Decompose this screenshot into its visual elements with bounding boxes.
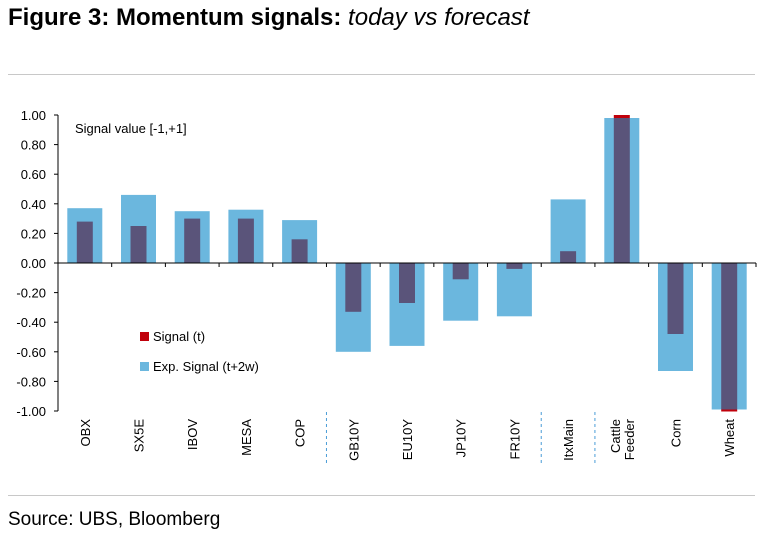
y-tick-label: 1.00 bbox=[21, 108, 46, 123]
figure-title-main: Figure 3: Momentum signals: bbox=[8, 4, 342, 31]
x-category-label: SX5E bbox=[132, 419, 147, 453]
y-tick-label: 0.60 bbox=[21, 167, 46, 182]
x-category-label: CattleFeeder bbox=[608, 418, 637, 460]
signal-bar bbox=[560, 251, 577, 263]
legend-label: Signal (t) bbox=[153, 329, 205, 344]
signal-bar bbox=[667, 263, 684, 334]
signal-bar bbox=[345, 263, 362, 312]
signal-bar bbox=[399, 263, 415, 303]
x-category-label: GB10Y bbox=[346, 419, 361, 461]
x-category-label: JP10Y bbox=[454, 419, 469, 458]
legend-swatch bbox=[140, 332, 149, 341]
expected-signal-bar bbox=[496, 263, 532, 317]
y-tick-label: -0.80 bbox=[16, 374, 46, 389]
figure-title-subtitle: today vs forecast bbox=[348, 4, 530, 31]
momentum-chart: 1.00 0.80 0.60 0.40 0.20 0.00 -0.20 -0.40 -0.60 -… bbox=[16, 108, 757, 464]
legend-swatch bbox=[140, 362, 149, 371]
x-category-label: FR10Y bbox=[507, 419, 522, 460]
x-category-label: Corn bbox=[669, 419, 684, 447]
y-axis-title: Signal value [-1,+1] bbox=[75, 121, 187, 136]
y-tick-label: -0.60 bbox=[16, 345, 46, 360]
figure-title: Figure 3: Momentum signals: today vs for… bbox=[8, 4, 529, 32]
signal-bar bbox=[237, 218, 254, 263]
top-rule bbox=[8, 74, 755, 75]
x-category-label: IBOV bbox=[185, 419, 200, 450]
x-category-label: ItxMain bbox=[561, 419, 576, 461]
signal-bar bbox=[184, 218, 201, 263]
signal-bar bbox=[291, 239, 308, 263]
y-tick-label: -1.00 bbox=[16, 404, 46, 419]
x-category-label: EU10Y bbox=[400, 419, 415, 461]
x-category-label: Wheat bbox=[722, 419, 737, 457]
y-tick-label: 0.80 bbox=[21, 138, 46, 153]
bottom-rule bbox=[8, 495, 755, 496]
legend-label: Exp. Signal (t+2w) bbox=[153, 359, 259, 374]
signal-bar-excess bbox=[721, 409, 738, 412]
source-note: Source: UBS, Bloomberg bbox=[8, 509, 221, 530]
x-category-label: COP bbox=[293, 419, 308, 447]
signal-bar bbox=[506, 263, 523, 269]
y-tick-label: 0.20 bbox=[21, 226, 46, 241]
signal-bar-excess bbox=[613, 115, 630, 118]
y-tick-label: 0.40 bbox=[21, 197, 46, 212]
signal-bar bbox=[130, 226, 147, 263]
signal-bar bbox=[76, 221, 93, 263]
y-tick-label: 0.00 bbox=[21, 256, 46, 271]
y-tick-label: -0.20 bbox=[16, 286, 46, 301]
x-category-label: OBX bbox=[78, 419, 93, 447]
signal-bar bbox=[613, 118, 630, 263]
x-category-label: MESA bbox=[239, 419, 254, 456]
signal-bar bbox=[721, 263, 738, 410]
signal-bar bbox=[452, 263, 469, 280]
y-tick-label: -0.40 bbox=[16, 315, 46, 330]
